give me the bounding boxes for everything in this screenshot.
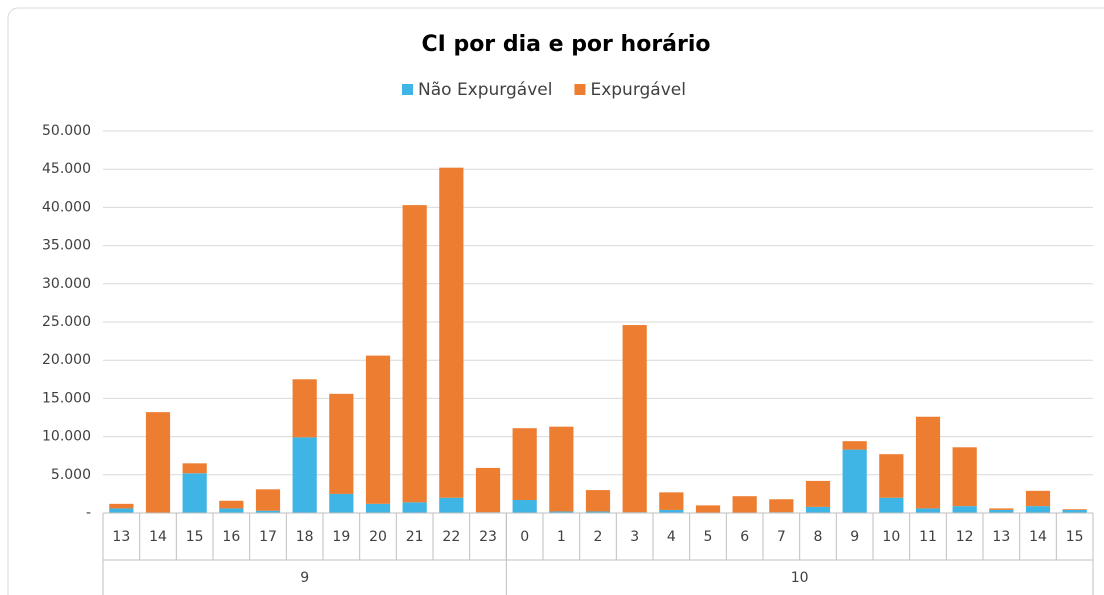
bar-segment	[842, 441, 867, 450]
bar-segment	[805, 480, 831, 507]
x-tick-label: 18	[296, 529, 314, 545]
x-tick-label: 2	[594, 529, 603, 545]
bar-segment	[292, 437, 317, 513]
chart-title: CI por dia e por horário	[421, 32, 710, 57]
bar-segment	[805, 506, 831, 513]
x-tick-label: 17	[259, 529, 277, 545]
bar-segment	[879, 454, 904, 498]
x-tick-label: 11	[919, 529, 937, 545]
x-tick-label: 7	[777, 529, 786, 545]
x-tick-label: 16	[222, 529, 240, 545]
x-tick-label: 4	[667, 529, 676, 545]
bar-segment	[989, 509, 1014, 513]
y-tick-label: 10.000	[42, 429, 91, 445]
x-tick-label: 6	[740, 529, 749, 545]
bar-segment	[402, 502, 427, 513]
bar-segment	[219, 508, 244, 513]
bar-segment	[292, 379, 317, 438]
bar-segment	[219, 500, 244, 509]
bar-segment	[439, 497, 464, 513]
bar-segment	[512, 428, 537, 501]
x-tick-label: 1	[557, 529, 566, 545]
bar-segment	[109, 503, 134, 509]
x-tick-label: 19	[332, 529, 350, 545]
x-tick-label: 21	[406, 529, 424, 545]
legend-swatch	[402, 84, 413, 95]
bar-segment	[109, 508, 134, 513]
bar-segment	[549, 426, 574, 512]
bar-segment	[402, 205, 427, 503]
legend-label: Expurgável	[590, 80, 686, 100]
y-tick-label: 15.000	[42, 390, 91, 406]
y-tick-label: 45.000	[42, 161, 91, 177]
y-tick-label: 5.000	[51, 467, 91, 483]
bar-segment	[145, 412, 171, 513]
bar-segment	[585, 511, 611, 513]
y-tick-label: 30.000	[42, 276, 91, 292]
bar-segment	[915, 508, 941, 513]
bar-segment	[769, 499, 794, 513]
bar-segment	[512, 500, 537, 513]
x-tick-label: 8	[814, 529, 823, 545]
bar-segment	[1062, 509, 1087, 510]
bar-segment	[659, 509, 684, 513]
bar-segment	[365, 355, 391, 504]
x-tick-label: 23	[479, 529, 497, 545]
group-label: 10	[791, 570, 809, 586]
bar-segment	[952, 506, 977, 513]
legend-label: Não Expurgável	[418, 80, 552, 100]
y-tick-label: 35.000	[42, 238, 91, 254]
x-tick-label: 12	[956, 529, 974, 545]
x-tick-label: 14	[1029, 529, 1047, 545]
bar-segment	[622, 325, 647, 513]
x-tick-label: 22	[442, 529, 460, 545]
bar-segment	[255, 489, 281, 511]
x-tick-label: 5	[704, 529, 713, 545]
bar-segment	[182, 463, 207, 474]
x-tick-label: 0	[520, 529, 529, 545]
bar-segment	[329, 393, 354, 494]
y-tick-label: 40.000	[42, 199, 91, 215]
bar-segment	[255, 510, 281, 513]
bar-segment	[439, 167, 464, 498]
x-tick-label: 3	[630, 529, 639, 545]
bar-segment	[879, 497, 904, 513]
bar-segment	[842, 449, 867, 513]
x-tick-label: 15	[186, 529, 204, 545]
y-tick-label: 20.000	[42, 352, 91, 368]
x-tick-label: 13	[992, 529, 1010, 545]
bar-segment	[329, 493, 354, 513]
x-tick-label: 10	[882, 529, 900, 545]
x-tick-label: 14	[149, 529, 167, 545]
x-tick-label: 9	[850, 529, 859, 545]
y-tick-label: 50.000	[42, 123, 91, 139]
bar-segment	[695, 505, 721, 513]
x-tick-label: 15	[1066, 529, 1084, 545]
y-tick-label: -	[86, 505, 91, 521]
chart-frame	[7, 7, 1104, 595]
bar-segment	[549, 511, 574, 513]
group-label: 9	[300, 570, 309, 586]
bar-segment	[989, 508, 1014, 510]
bar-segment	[585, 490, 611, 512]
bar-segment	[915, 416, 941, 509]
x-tick-label: 20	[369, 529, 387, 545]
bar-segment	[1062, 509, 1087, 513]
bar-segment	[1025, 490, 1051, 507]
bar-segment	[1025, 506, 1051, 513]
bar-segment	[475, 467, 501, 513]
legend-swatch	[574, 84, 586, 95]
bar-segment	[182, 473, 207, 513]
y-tick-label: 25.000	[42, 314, 91, 330]
bar-segment	[659, 492, 684, 510]
bar-segment	[365, 503, 391, 513]
bar-segment	[952, 447, 977, 507]
bar-segment	[732, 496, 757, 513]
x-tick-label: 13	[112, 529, 130, 545]
